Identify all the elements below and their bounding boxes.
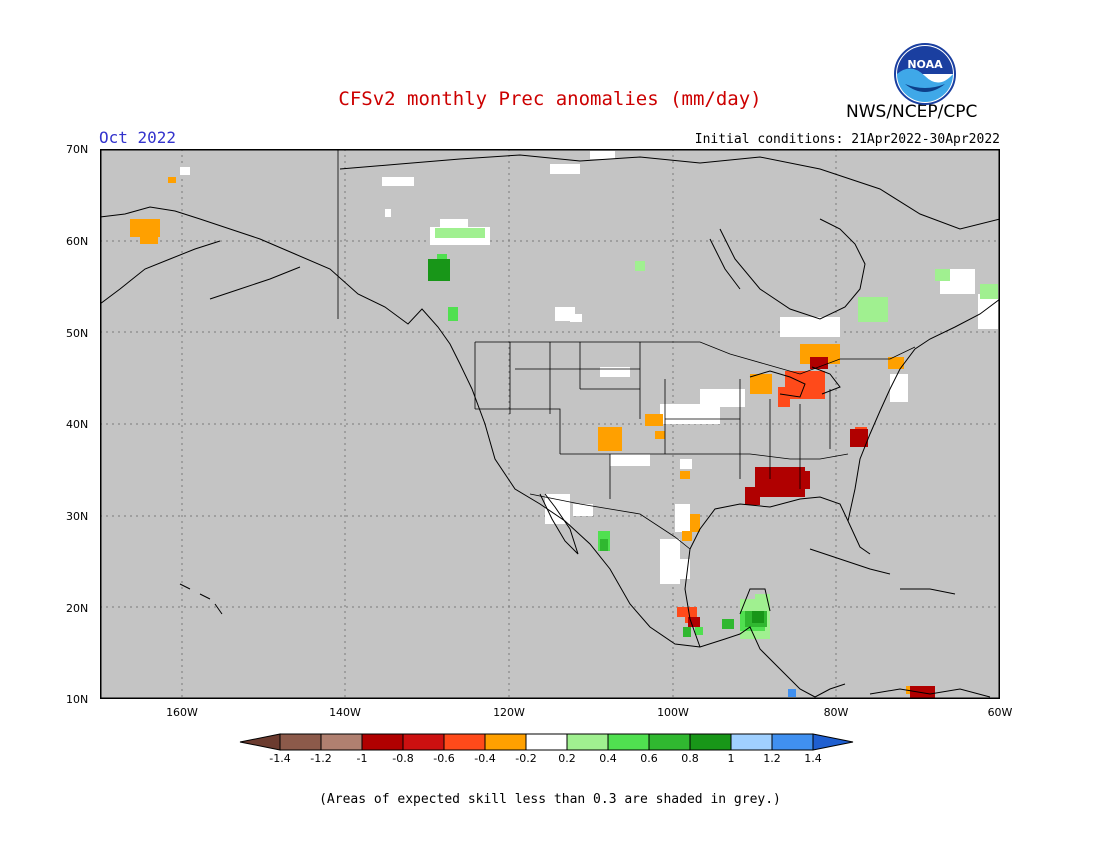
colorbar-tick-label: -0.8 <box>392 752 414 765</box>
agency-label: NWS/NCEP/CPC <box>846 102 978 122</box>
colorbar-cell <box>320 733 363 751</box>
lon-label-160w: 160W <box>166 706 198 719</box>
political-boundaries <box>337 149 916 550</box>
lat-label-40n: 40N <box>66 418 89 431</box>
lon-label-80w: 80W <box>823 706 849 719</box>
lat-label-70n: 70N <box>66 143 89 156</box>
colorbar-tick-label: 1.2 <box>763 752 781 765</box>
lat-label-30n: 30N <box>66 510 89 523</box>
lat-label-50n: 50N <box>66 327 89 340</box>
colorbar-cell <box>279 733 322 751</box>
lon-label-100w: 100W <box>657 706 689 719</box>
coastlines <box>100 154 1000 698</box>
map-frame <box>100 149 1000 699</box>
colorbar-cell <box>566 733 609 751</box>
colorbar-cell <box>525 733 568 751</box>
colorbar-tick-label: -0.4 <box>474 752 496 765</box>
colorbar-tick-label: 1.4 <box>804 752 822 765</box>
colorbar-tick-label: 0.4 <box>599 752 617 765</box>
colorbar-tick-label: -0.6 <box>433 752 455 765</box>
colorbar-tick-label: 0.6 <box>640 752 658 765</box>
colorbar-cell <box>771 733 814 751</box>
logo-text: NOAA <box>907 58 943 71</box>
forecast-period: Oct 2022 <box>99 128 177 147</box>
colorbar-cell <box>361 733 404 751</box>
colorbar-cell <box>607 733 650 751</box>
lon-label-140w: 140W <box>329 706 361 719</box>
colorbar-tick-label: 0.2 <box>558 752 576 765</box>
initial-conditions: Initial conditions: 21Apr2022-30Apr2022 <box>694 132 1000 147</box>
lat-label-60n: 60N <box>66 235 89 248</box>
lon-label-60w: 60W <box>987 706 1013 719</box>
colorbar-cell <box>648 733 691 751</box>
colorbar-arrow-high <box>812 733 854 751</box>
anomaly-plus-1.2 <box>788 689 796 697</box>
colorbar-tick-label: 0.8 <box>681 752 699 765</box>
lat-label-20n: 20N <box>66 602 89 615</box>
lon-label-120w: 120W <box>493 706 525 719</box>
skill-footnote: (Areas of expected skill less than 0.3 a… <box>319 792 781 807</box>
colorbar-cell <box>689 733 732 751</box>
lat-label-10n: 10N <box>66 693 89 706</box>
colorbar-cell <box>443 733 486 751</box>
colorbar <box>239 733 854 751</box>
colorbar-tick-label: -1 <box>356 752 368 765</box>
noaa-logo: NOAA <box>894 43 956 105</box>
colorbar-tick-label: 1 <box>727 752 735 765</box>
colorbar-tick-label: -1.4 <box>269 752 291 765</box>
colorbar-tick-label: -0.2 <box>515 752 537 765</box>
precip-anomaly-map <box>100 149 1000 699</box>
chart-title: CFSv2 monthly Prec anomalies (mm/day) <box>338 88 762 110</box>
colorbar-cell <box>730 733 773 751</box>
anomaly-minus-0.8 <box>688 357 935 699</box>
colorbar-cells <box>239 733 854 751</box>
colorbar-cell <box>402 733 445 751</box>
anomaly-minus-0.6 <box>677 371 867 623</box>
colorbar-tick-label: -1.2 <box>310 752 332 765</box>
anomaly-plus-0.8 <box>428 259 764 623</box>
colorbar-cell <box>484 733 527 751</box>
colorbar-arrow-low <box>239 733 281 751</box>
